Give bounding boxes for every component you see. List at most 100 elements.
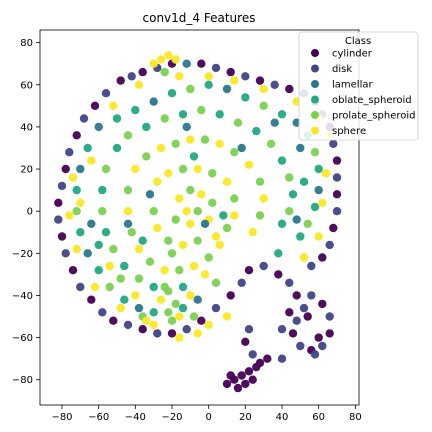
- data-point-oblate_spheroid: [204, 80, 213, 90]
- data-point-sphere: [131, 291, 140, 300]
- data-point-disk: [325, 240, 334, 250]
- data-point-lamellar: [182, 122, 191, 132]
- data-point-oblate_spheroid: [310, 202, 320, 212]
- data-point-prolate_spheroid: [109, 244, 118, 254]
- data-point-oblate_spheroid: [76, 228, 85, 237]
- data-point-cylinder: [329, 223, 338, 233]
- y-tick-label: 0: [27, 207, 33, 218]
- data-point-prolate_spheroid: [310, 148, 320, 157]
- data-point-sphere: [299, 253, 309, 262]
- data-point-cylinder: [292, 291, 301, 300]
- data-point-oblate_spheroid: [83, 143, 92, 153]
- data-point-prolate_spheroid: [303, 219, 312, 228]
- data-point-sphere: [131, 164, 140, 174]
- data-point-disk: [182, 325, 191, 334]
- data-point-oblate_spheroid: [94, 266, 103, 275]
- legend: Class cylinder disk lamellar oblate_spheroi…: [298, 31, 419, 141]
- data-point-oblate_spheroid: [178, 110, 188, 119]
- data-point-lamellar: [222, 84, 232, 94]
- data-point-oblate_spheroid: [101, 228, 111, 237]
- y-tick-label: 80: [20, 38, 33, 49]
- data-point-cylinder: [68, 266, 78, 275]
- data-point-cylinder: [138, 67, 147, 77]
- data-point-sphere: [259, 84, 268, 94]
- data-point-cylinder: [263, 354, 272, 363]
- data-point-cylinder: [237, 371, 246, 380]
- data-point-disk: [277, 325, 287, 334]
- data-point-disk: [270, 80, 279, 90]
- data-point-disk: [101, 89, 111, 98]
- legend-marker-lamellar: [311, 80, 319, 88]
- data-point-cylinder: [318, 299, 327, 309]
- data-point-disk: [310, 350, 320, 359]
- data-point-oblate_spheroid: [167, 89, 177, 98]
- data-point-prolate_spheroid: [204, 253, 213, 262]
- data-point-sphere: [171, 55, 180, 64]
- data-point-sphere: [321, 169, 331, 178]
- data-point-sphere: [175, 72, 184, 81]
- data-point-sphere: [222, 312, 232, 321]
- data-point-cylinder: [288, 329, 298, 338]
- data-point-oblate_spheroid: [149, 282, 158, 292]
- data-point-prolate_spheroid: [222, 223, 232, 233]
- data-point-sphere: [160, 266, 169, 275]
- data-point-prolate_spheroid: [145, 257, 155, 266]
- x-tick-label: −80: [51, 412, 72, 423]
- data-point-cylinder: [138, 325, 147, 334]
- data-point-lamellar: [200, 219, 210, 228]
- data-point-oblate_spheroid: [142, 122, 151, 132]
- data-point-disk: [54, 215, 63, 224]
- data-point-prolate_spheroid: [167, 249, 177, 258]
- y-tick-label: −60: [12, 333, 33, 344]
- data-point-sphere: [149, 59, 158, 68]
- data-point-sphere: [259, 194, 268, 203]
- data-point-prolate_spheroid: [101, 164, 111, 174]
- data-point-oblate_spheroid: [314, 164, 323, 174]
- data-point-disk: [292, 316, 301, 325]
- data-point-sphere: [153, 177, 162, 186]
- data-point-cylinder: [255, 358, 265, 368]
- data-point-disk: [325, 312, 334, 321]
- data-point-cylinder: [72, 131, 81, 140]
- legend-box: [298, 31, 419, 141]
- data-point-oblate_spheroid: [277, 219, 287, 228]
- data-point-disk: [332, 173, 342, 182]
- data-point-disk: [241, 72, 250, 81]
- data-point-sphere: [222, 177, 232, 186]
- data-point-prolate_spheroid: [160, 67, 169, 77]
- data-point-lamellar: [270, 118, 279, 127]
- data-point-prolate_spheroid: [160, 114, 169, 123]
- data-point-disk: [296, 341, 305, 351]
- data-point-lamellar: [149, 97, 158, 106]
- data-point-prolate_spheroid: [167, 316, 177, 325]
- data-point-prolate_spheroid: [164, 236, 173, 245]
- data-point-oblate_spheroid: [215, 110, 224, 119]
- data-point-sphere: [164, 51, 173, 60]
- data-point-disk: [318, 341, 327, 351]
- data-point-prolate_spheroid: [230, 194, 239, 203]
- data-point-sphere: [314, 232, 323, 241]
- data-point-cylinder: [167, 329, 177, 338]
- data-point-sphere: [230, 76, 239, 85]
- data-point-sphere: [123, 207, 133, 216]
- data-point-oblate_spheroid: [277, 110, 287, 119]
- data-point-sphere: [186, 219, 195, 228]
- y-tick-label: −40: [12, 291, 33, 302]
- data-point-disk: [127, 72, 136, 81]
- data-point-sphere: [156, 55, 166, 64]
- data-point-oblate_spheroid: [252, 126, 261, 136]
- data-point-oblate_spheroid: [299, 177, 309, 186]
- data-point-lamellar: [292, 215, 301, 224]
- data-point-oblate_spheroid: [241, 93, 250, 102]
- x-tick-label: −60: [88, 412, 109, 423]
- data-point-oblate_spheroid: [178, 303, 188, 313]
- data-point-oblate_spheroid: [219, 211, 228, 220]
- data-point-disk: [307, 261, 316, 271]
- data-point-oblate_spheroid: [178, 282, 188, 292]
- data-point-sphere: [116, 303, 125, 313]
- data-point-prolate_spheroid: [134, 274, 144, 283]
- data-point-oblate_spheroid: [120, 261, 129, 271]
- data-point-oblate_spheroid: [120, 295, 129, 304]
- data-point-oblate_spheroid: [149, 308, 158, 317]
- data-point-sphere: [87, 156, 96, 165]
